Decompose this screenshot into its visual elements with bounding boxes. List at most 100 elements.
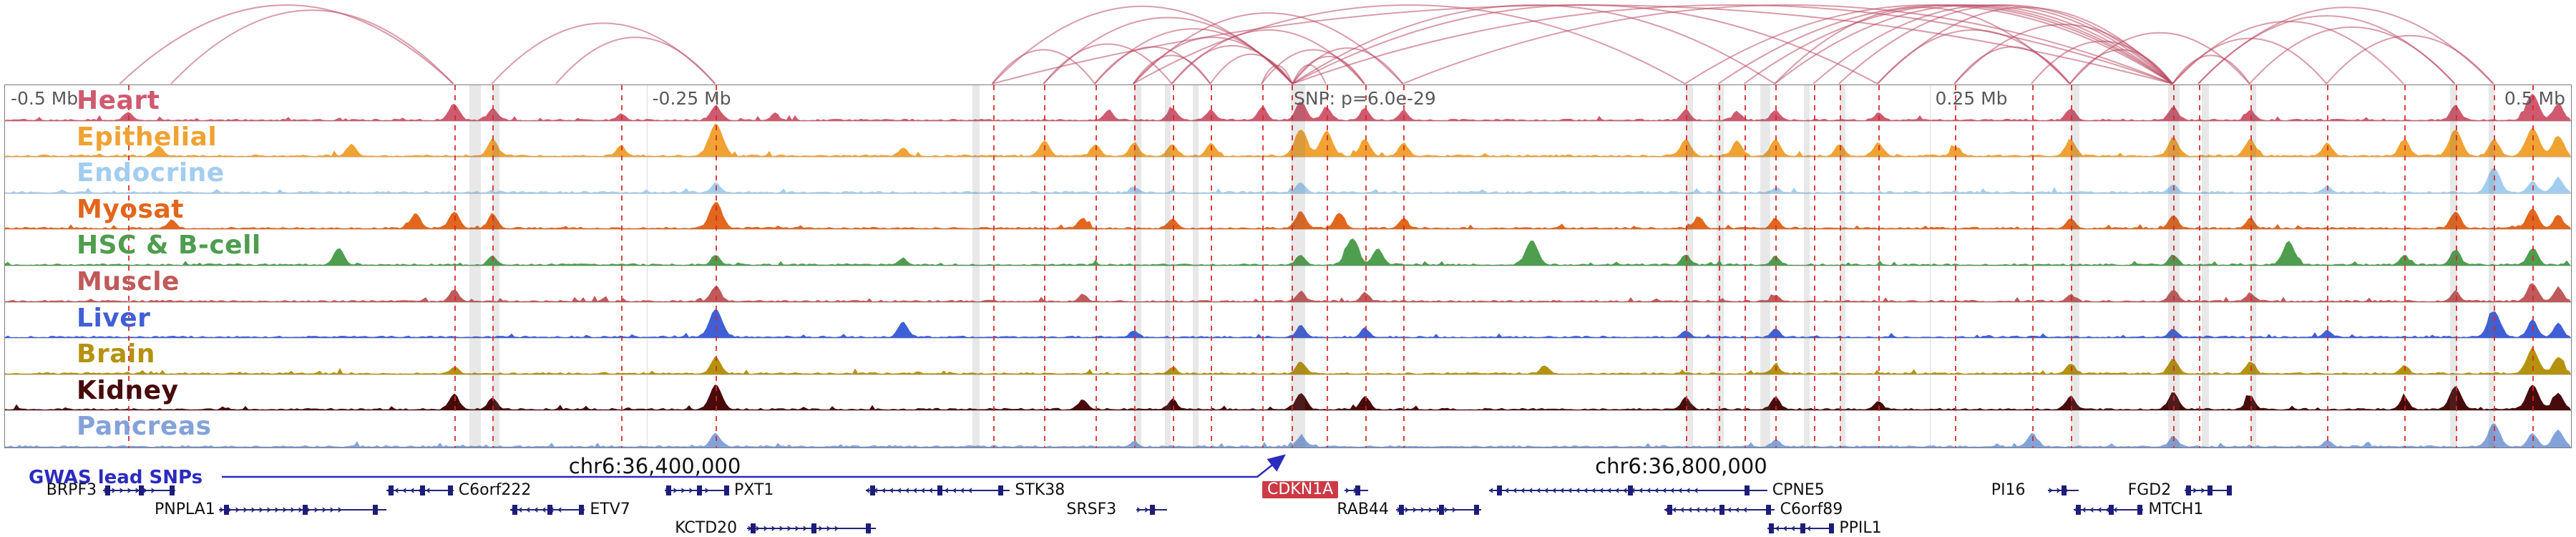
gene-exon	[2108, 505, 2114, 515]
gene-exon	[2137, 505, 2143, 515]
gene-strand-chevrons: ››››››››››››››››	[219, 503, 346, 517]
gene-exon	[751, 523, 756, 533]
gene-label-rab44: RAB44	[1337, 500, 1389, 518]
gene-strand-chevrons: ‹‹‹‹‹‹	[386, 483, 434, 498]
gene-label-c6orf222: C6orf222	[458, 481, 532, 499]
interaction-arc	[1402, 4, 2173, 84]
gene-body-pi16: ›››	[2048, 483, 2079, 498]
tracks-panel: Heart Epithelial Endocrine Myosat HSC & B-ce…	[4, 84, 2572, 448]
snp-dashed-line	[1326, 85, 1328, 448]
highlight-band	[1164, 85, 1171, 448]
gene-body-c6orf89: ‹‹‹‹‹‹‹‹‹‹‹	[1664, 502, 1775, 518]
gene-exon	[1474, 505, 1480, 515]
snp-dashed-line	[2455, 85, 2457, 448]
gene-exon	[303, 505, 308, 515]
gene-exon	[2185, 485, 2191, 495]
gene-body-ppil1: ‹‹‹‹‹‹	[1767, 521, 1835, 536]
snp-dashed-line	[1814, 85, 1816, 448]
signal-hsc-b-cell	[5, 238, 2571, 266]
signal-liver	[5, 309, 2571, 339]
track-row-heart: Heart	[5, 85, 2571, 122]
gene-exon	[1667, 505, 1673, 515]
axis-tick-label: 0.25 Mb	[1935, 88, 2008, 109]
gene-body-kctd20: ››››››››››››	[747, 521, 876, 536]
highlight-band	[1839, 85, 1845, 448]
gene-exon	[1438, 505, 1444, 515]
highlight-band	[2201, 85, 2209, 448]
gene-exon	[1628, 485, 1634, 495]
snp-dashed-line	[2250, 85, 2252, 448]
interaction-arc	[1043, 43, 1173, 84]
signal-epithelial	[5, 123, 2571, 158]
interaction-arc	[2069, 32, 2250, 84]
track-label-endocrine: Endocrine	[77, 158, 225, 188]
interaction-arc	[991, 49, 1096, 84]
gene-strand-chevrons: ‹‹‹‹‹‹‹‹‹‹‹	[1664, 503, 1751, 517]
highlight-band	[2450, 85, 2458, 448]
gene-body-srsf3: ›››	[1136, 502, 1167, 518]
gene-exon	[666, 485, 672, 495]
gene-label-pxt1: PXT1	[734, 481, 774, 499]
snp-dashed-line	[1775, 85, 1777, 448]
interaction-arc	[1292, 4, 2173, 84]
signal-path	[5, 93, 2571, 121]
track-row-pancreas: Pancreas	[5, 411, 2571, 448]
gene-exon	[139, 485, 145, 495]
axis-tick-label: SNP: p=6.0e-29	[1294, 88, 1436, 109]
gene-strand-chevrons: ‹‹‹‹‹‹	[2074, 503, 2122, 517]
track-label-brain: Brain	[77, 339, 155, 369]
gene-label-srsf3: SRSF3	[1066, 500, 1117, 518]
gene-exon	[448, 485, 454, 495]
gene-label-kctd20: KCTD20	[675, 519, 738, 537]
interaction-arc	[2326, 34, 2494, 84]
interaction-arc	[1774, 4, 2173, 84]
interaction-arc	[1209, 53, 1294, 84]
chr-coordinate-label: chr6:36,400,000	[568, 454, 741, 478]
snp-dashed-line	[1878, 85, 1880, 448]
gene-strand-chevrons: ‹‹‹‹‹‹‹‹‹‹‹‹‹‹	[865, 483, 976, 498]
gene-exon	[224, 505, 230, 515]
signal-path	[5, 423, 2571, 448]
gene-exon	[937, 485, 943, 495]
gene-body-mtch1: ‹‹‹‹‹‹	[2074, 502, 2144, 518]
track-row-epithelial: Epithelial	[5, 122, 2571, 158]
interaction-arc	[555, 37, 716, 84]
track-row-brain: Brain	[5, 339, 2571, 375]
track-label-kidney: Kidney	[77, 375, 179, 405]
snp-dashed-line	[1172, 85, 1174, 448]
gene-label-brpf3: BRPF3	[46, 481, 97, 499]
interaction-arc	[1171, 44, 1293, 84]
axis-tick-label: -0.25 Mb	[652, 88, 731, 109]
gene-exon	[2062, 485, 2067, 495]
track-row-hsc-b-cell: HSC & B-cell	[5, 230, 2571, 266]
snp-dashed-line	[1292, 85, 1294, 448]
gene-exon	[869, 485, 875, 495]
gene-body-brpf3: ›››››››	[103, 483, 175, 498]
signal-kidney	[5, 384, 2571, 411]
gene-exon	[1766, 505, 1771, 515]
axis-tick-label: 0.5 Mb	[2504, 88, 2565, 109]
highlight-band	[492, 85, 500, 448]
snp-dashed-line	[128, 85, 130, 448]
highlight-band	[972, 85, 980, 448]
highlight-band	[2489, 85, 2495, 448]
signal-path	[5, 238, 2571, 266]
gene-label-fgd2: FGD2	[2127, 481, 2172, 499]
highlight-band	[2070, 85, 2079, 448]
gene-body-stk38: ‹‹‹‹‹‹‹‹‹‹‹‹‹‹	[865, 483, 1010, 498]
signal-path	[5, 168, 2571, 193]
signal-pancreas	[5, 423, 2571, 448]
snp-dashed-line	[1096, 85, 1098, 448]
gene-strand-chevrons: ››››	[2184, 483, 2216, 498]
gene-exon	[105, 485, 111, 495]
interaction-arc	[1261, 49, 1365, 84]
axis-gridline	[646, 85, 648, 448]
gwas-lead-snps-label: GWAS lead SNPs	[29, 467, 203, 488]
chr-coordinate-label: chr6:36,800,000	[1595, 454, 1767, 478]
highlight-band	[1133, 85, 1141, 448]
snp-dashed-line	[2532, 85, 2534, 448]
track-label-heart: Heart	[77, 86, 160, 115]
snp-dashed-line	[2031, 85, 2034, 448]
gene-label-cdkn1a: CDKN1A	[1262, 481, 1339, 498]
snp-dashed-line	[2199, 85, 2201, 448]
